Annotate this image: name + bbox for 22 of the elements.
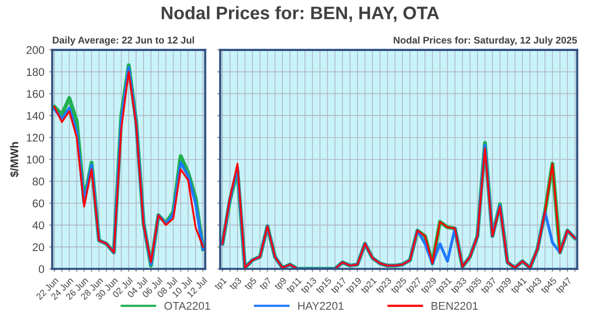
y-tick-label: 0 xyxy=(38,265,44,274)
chart-subtitle: Nodal Prices for: Saturday, 12 July 2025 xyxy=(394,36,577,46)
y-tick-label: 180 xyxy=(26,68,44,76)
y-tick-label: 20 xyxy=(32,243,44,252)
legend-label: BEN2201 xyxy=(432,302,478,310)
legend-label: HAY2201 xyxy=(298,302,344,310)
y-tick-label: 60 xyxy=(32,199,44,208)
x-tick-label: tp7 xyxy=(258,277,274,292)
y-tick-label: 160 xyxy=(26,90,44,98)
legend-label: OTA2201 xyxy=(164,302,210,310)
y-tick-label: 200 xyxy=(26,46,44,54)
text: Nodal Prices for: BEN, HAY, OTA xyxy=(162,6,439,22)
y-tick-label: 40 xyxy=(32,221,44,230)
y-tick-label: 100 xyxy=(26,156,44,164)
x-tick-label: tp1 xyxy=(214,277,228,292)
y-tick-label: 140 xyxy=(26,112,44,120)
y-tick-label: 80 xyxy=(32,178,44,186)
y-axis-title: $/MWh xyxy=(10,142,19,178)
x-tick-label: tp5 xyxy=(244,277,258,292)
x-tick-label: tp3 xyxy=(228,276,244,292)
chart-subtitle: Daily Average: 22 Jun to 12 Jul xyxy=(52,36,194,46)
y-tick-label: 120 xyxy=(26,134,44,142)
